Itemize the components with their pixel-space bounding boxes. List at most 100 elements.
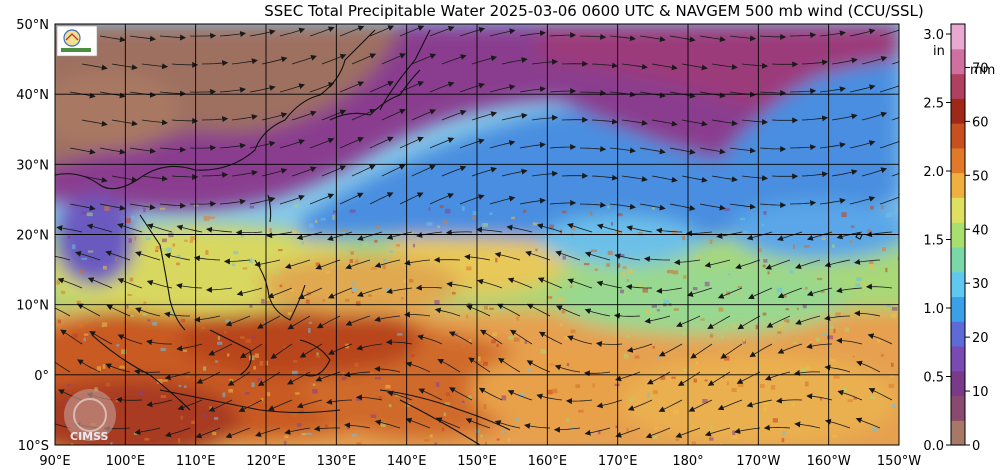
- speckle-dot: [701, 265, 706, 269]
- speckle-dot: [637, 283, 641, 288]
- speckle-dot: [885, 267, 888, 273]
- wind-arrow: [385, 339, 413, 346]
- wind-arrow: [296, 399, 323, 409]
- speckle-dot: [549, 224, 554, 230]
- wind-arrow: [676, 315, 701, 328]
- wind-arrow: [441, 109, 467, 121]
- wind-arrow: [494, 251, 521, 261]
- wind-arrow: [801, 171, 829, 178]
- lat-label: 20°N: [16, 229, 49, 244]
- wind-arrow: [584, 308, 611, 317]
- speckle-dot: [129, 277, 134, 282]
- speckle-dot: [81, 211, 88, 215]
- speckle-dot: [462, 345, 465, 348]
- wind-arrow: [105, 363, 131, 373]
- speckle-dot: [86, 212, 93, 217]
- wind-arrow: [255, 427, 281, 437]
- speckle-dot: [800, 323, 803, 328]
- speckle-dot: [666, 269, 673, 274]
- speckle-dot: [591, 249, 597, 253]
- wind-arrow: [374, 419, 401, 429]
- speckle-dot: [891, 403, 896, 408]
- wind-arrow: [381, 108, 406, 121]
- wind-arrow: [135, 251, 161, 261]
- wind-arrow: [734, 427, 761, 434]
- speckle-dot: [205, 250, 209, 255]
- speckle-dot: [443, 220, 448, 225]
- speckle-dot: [821, 333, 828, 337]
- speckle-dot: [441, 427, 445, 432]
- wind-arrow: [106, 304, 131, 317]
- speckle-dot: [217, 336, 221, 341]
- wind-arrow: [831, 113, 858, 121]
- speckle-dot: [116, 344, 120, 347]
- speckle-dot: [880, 354, 884, 357]
- wind-arrow: [854, 310, 881, 317]
- wind-arrow: [76, 303, 101, 317]
- speckle-dot: [777, 331, 782, 334]
- speckle-dot: [330, 425, 333, 429]
- wind-arrow: [806, 287, 833, 297]
- wind-arrow: [549, 88, 577, 94]
- wind-arrow: [643, 256, 670, 263]
- wind-arrow: [849, 84, 876, 93]
- wind-arrow: [819, 86, 846, 93]
- wind-arrow: [459, 138, 485, 149]
- speckle-dot: [495, 257, 498, 263]
- lon-label: 110°E: [176, 454, 216, 469]
- wind-arrow: [411, 53, 437, 65]
- speckle-dot: [772, 418, 778, 423]
- speckle-dot: [744, 230, 748, 233]
- wind-arrow: [284, 259, 311, 269]
- wind-arrow: [60, 329, 83, 345]
- wind-arrow: [254, 259, 281, 268]
- wind-arrow: [639, 35, 666, 43]
- wind-arrow: [164, 371, 191, 381]
- wind-arrow: [609, 147, 636, 154]
- speckle-dot: [461, 206, 465, 211]
- speckle-dot: [546, 389, 553, 395]
- wind-arrow: [806, 231, 833, 241]
- speckle-dot: [444, 402, 450, 405]
- speckle-dot: [553, 287, 558, 290]
- speckle-dot: [115, 257, 118, 261]
- wind-arrow: [621, 175, 648, 182]
- speckle-dot: [566, 363, 570, 367]
- wind-arrow: [164, 252, 191, 261]
- speckle-dot: [352, 281, 356, 287]
- speckle-dot: [226, 353, 230, 357]
- speckle-dot: [316, 352, 319, 357]
- wind-arrow: [249, 85, 276, 93]
- speckle-dot: [411, 354, 415, 358]
- speckle-dot: [776, 287, 783, 293]
- wind-arrow: [449, 387, 473, 401]
- wind-arrow: [291, 166, 317, 177]
- wind-arrow: [707, 371, 731, 386]
- wind-arrow: [429, 81, 455, 93]
- wind-arrow: [55, 255, 71, 261]
- speckle-dot: [466, 266, 472, 271]
- speckle-dot: [731, 435, 738, 439]
- wind-arrow: [615, 371, 641, 382]
- inch-tick-label: 0.0: [923, 439, 944, 454]
- speckle-dot: [405, 403, 411, 407]
- wind-arrow: [614, 253, 641, 261]
- speckle-dot: [225, 319, 231, 323]
- lon-label: 160°W: [807, 454, 851, 469]
- speckle-dot: [719, 442, 723, 445]
- speckle-dot: [720, 334, 724, 339]
- cimss-logo: CIMSS: [64, 389, 116, 443]
- speckle-dot: [546, 296, 553, 299]
- speckle-dot: [378, 395, 382, 401]
- lon-label: 100°E: [106, 454, 146, 469]
- speckle-dot: [629, 398, 633, 402]
- wind-arrow: [879, 138, 899, 149]
- wind-arrow: [415, 284, 443, 291]
- wind-arrow: [89, 330, 113, 345]
- speckle-dot: [704, 379, 708, 382]
- speckle-dot: [265, 360, 269, 366]
- wind-arrow: [690, 343, 713, 359]
- speckle-dot: [472, 211, 477, 216]
- colorbar-step: [951, 345, 965, 372]
- wind-arrow: [836, 287, 863, 294]
